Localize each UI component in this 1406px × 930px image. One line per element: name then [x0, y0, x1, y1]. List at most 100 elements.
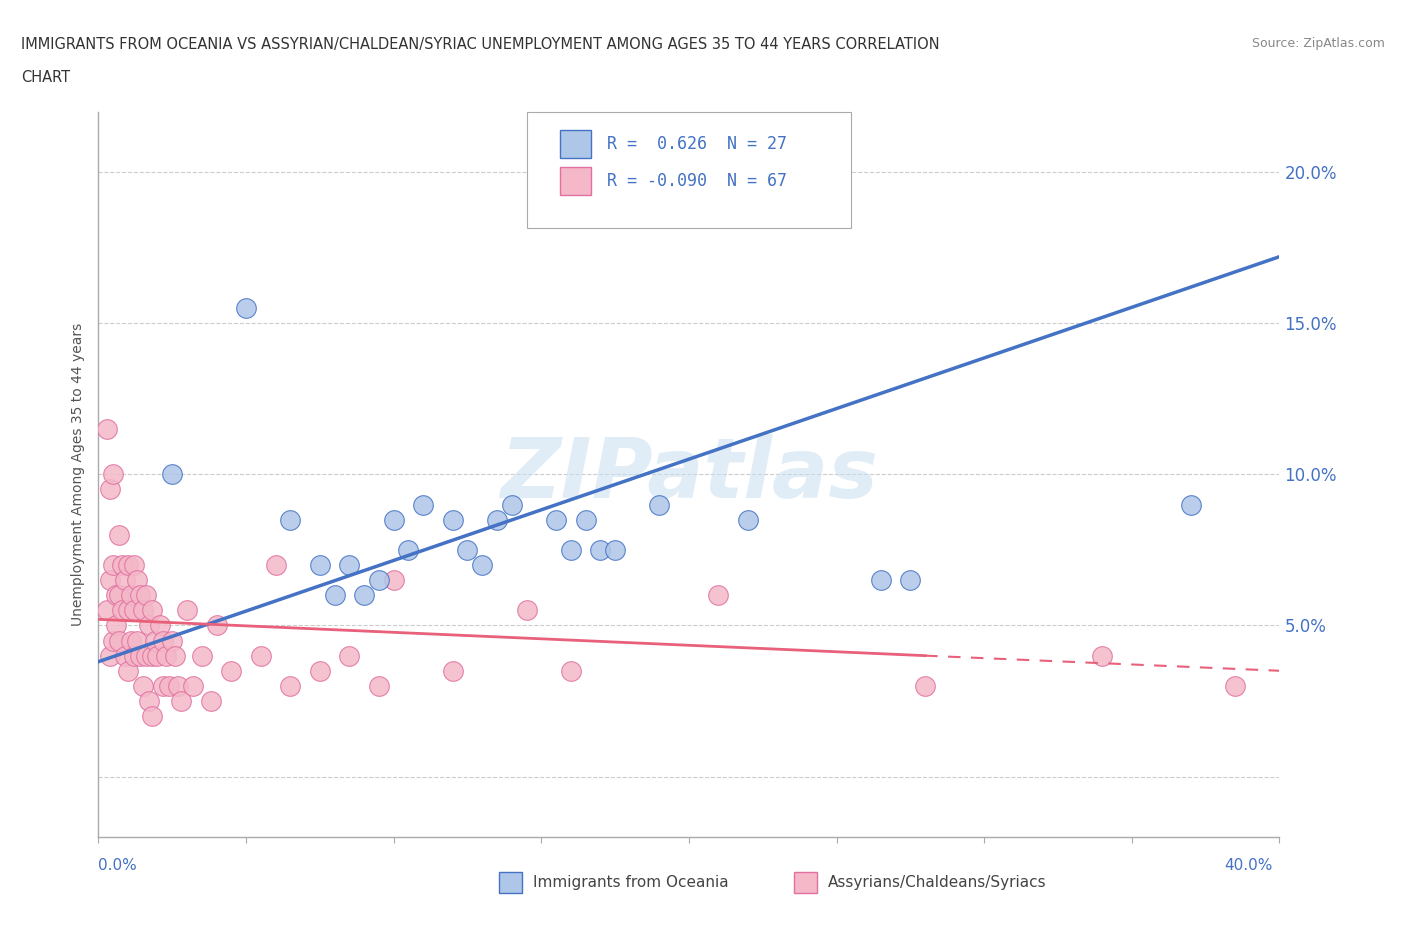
Point — [339, 558, 361, 573]
Point — [181, 679, 204, 694]
Point — [1225, 679, 1247, 694]
Point — [516, 603, 538, 618]
Point — [441, 663, 464, 678]
Point — [103, 633, 125, 648]
Point — [870, 573, 893, 588]
Point — [323, 588, 346, 603]
Point — [471, 558, 494, 573]
Point — [108, 588, 131, 603]
Point — [280, 512, 302, 527]
Point — [152, 679, 174, 694]
Point — [280, 679, 302, 694]
Point — [135, 588, 157, 603]
Point — [575, 512, 598, 527]
Point — [103, 467, 125, 482]
Point — [105, 588, 128, 603]
Point — [146, 648, 169, 663]
Point — [707, 588, 730, 603]
Point — [235, 300, 257, 315]
Point — [141, 603, 163, 618]
Point — [117, 663, 139, 678]
Point — [138, 694, 160, 709]
Point — [486, 512, 509, 527]
Point — [176, 603, 198, 618]
Text: CHART: CHART — [21, 70, 70, 85]
Point — [589, 542, 612, 557]
Point — [221, 663, 243, 678]
Point — [122, 558, 145, 573]
Text: Assyrians/Chaldeans/Syriacs: Assyrians/Chaldeans/Syriacs — [828, 875, 1046, 890]
Point — [250, 648, 273, 663]
Text: R = -0.090  N = 67: R = -0.090 N = 67 — [607, 172, 787, 191]
Point — [120, 588, 142, 603]
Point — [108, 633, 131, 648]
Point — [152, 633, 174, 648]
Point — [157, 679, 180, 694]
Point — [457, 542, 479, 557]
Point — [105, 618, 128, 633]
Point — [162, 467, 183, 482]
Point — [560, 542, 582, 557]
Point — [132, 603, 155, 618]
Point — [114, 648, 136, 663]
Point — [200, 694, 222, 709]
Text: 40.0%: 40.0% — [1225, 857, 1272, 872]
Point — [96, 421, 118, 436]
Point — [125, 573, 148, 588]
Point — [167, 679, 190, 694]
Point — [162, 633, 183, 648]
Point — [111, 558, 134, 573]
Point — [546, 512, 568, 527]
Point — [98, 648, 121, 663]
Point — [605, 542, 627, 557]
Point — [114, 573, 136, 588]
Point — [141, 709, 163, 724]
Point — [191, 648, 214, 663]
Point — [412, 498, 434, 512]
Point — [117, 603, 139, 618]
Text: 0.0%: 0.0% — [98, 857, 138, 872]
Text: Source: ZipAtlas.com: Source: ZipAtlas.com — [1251, 37, 1385, 50]
Text: R =  0.626  N = 27: R = 0.626 N = 27 — [607, 135, 787, 153]
Point — [111, 603, 134, 618]
Point — [122, 603, 145, 618]
Point — [914, 679, 936, 694]
Point — [737, 512, 759, 527]
Point — [120, 633, 142, 648]
Point — [648, 498, 671, 512]
Point — [382, 573, 405, 588]
Point — [149, 618, 172, 633]
Point — [138, 618, 160, 633]
Point — [339, 648, 361, 663]
Point — [205, 618, 228, 633]
Point — [125, 633, 148, 648]
Point — [368, 573, 391, 588]
Point — [143, 633, 166, 648]
Text: Immigrants from Oceania: Immigrants from Oceania — [533, 875, 728, 890]
Text: ZIPatlas: ZIPatlas — [501, 433, 877, 515]
Point — [441, 512, 464, 527]
Point — [560, 663, 582, 678]
Point — [128, 648, 150, 663]
Point — [108, 527, 131, 542]
Point — [309, 663, 332, 678]
Point — [900, 573, 922, 588]
Text: IMMIGRANTS FROM OCEANIA VS ASSYRIAN/CHALDEAN/SYRIAC UNEMPLOYMENT AMONG AGES 35 T: IMMIGRANTS FROM OCEANIA VS ASSYRIAN/CHAL… — [21, 37, 939, 52]
Point — [96, 603, 118, 618]
Point — [132, 679, 155, 694]
Point — [155, 648, 177, 663]
Point — [170, 694, 193, 709]
Point — [103, 558, 125, 573]
Y-axis label: Unemployment Among Ages 35 to 44 years: Unemployment Among Ages 35 to 44 years — [72, 323, 86, 626]
Point — [1091, 648, 1114, 663]
Point — [398, 542, 420, 557]
Point — [264, 558, 287, 573]
Point — [122, 648, 145, 663]
Point — [141, 648, 163, 663]
Point — [135, 648, 157, 663]
Point — [117, 558, 139, 573]
Point — [165, 648, 187, 663]
Point — [128, 588, 150, 603]
Point — [309, 558, 332, 573]
Point — [382, 512, 405, 527]
